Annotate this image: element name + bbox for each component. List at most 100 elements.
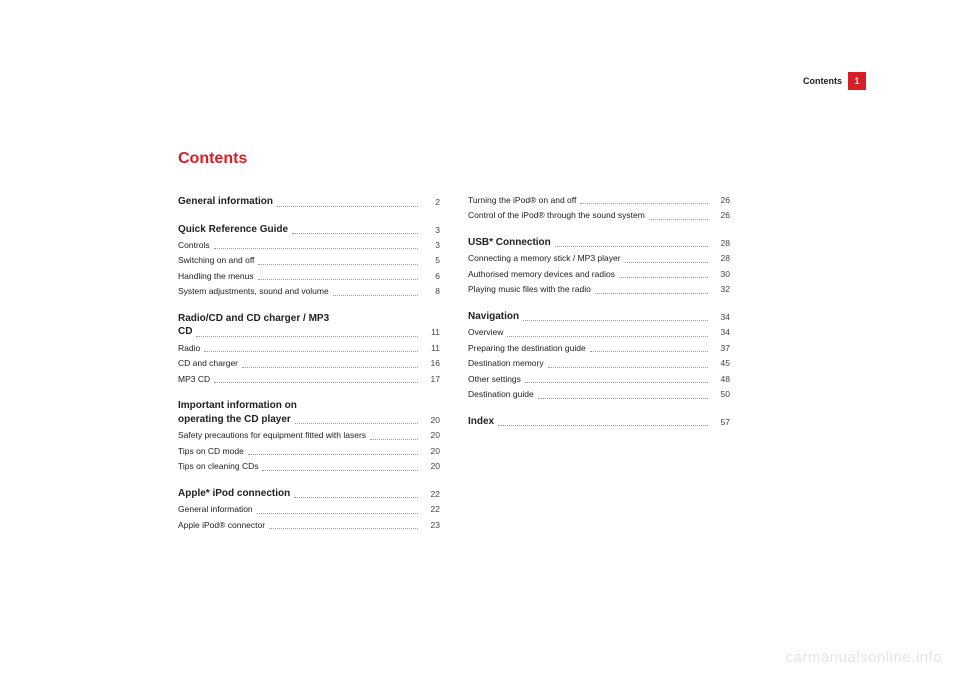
page-ref: 34 <box>712 312 730 323</box>
toc-item: Destination guide <box>468 389 534 400</box>
leader-dots <box>258 279 418 280</box>
page-ref: 28 <box>712 238 730 249</box>
page-ref: 26 <box>712 195 730 206</box>
toc-item: Connecting a memory stick / MP3 player <box>468 253 621 264</box>
toc-item: General information <box>178 504 253 515</box>
toc-item: Preparing the destination guide <box>468 343 586 354</box>
leader-dots <box>258 264 418 265</box>
page-ref: 20 <box>422 446 440 457</box>
page-ref: 22 <box>422 489 440 500</box>
section-head-line2: operating the CD player <box>178 413 291 427</box>
page-ref: 26 <box>712 210 730 221</box>
leader-dots <box>555 246 708 247</box>
leader-dots <box>590 351 708 352</box>
toc-column-1: General information 2 Quick Reference Gu… <box>178 195 440 545</box>
leader-dots <box>196 336 418 337</box>
toc-item: Handling the menus <box>178 271 254 282</box>
leader-dots <box>262 470 418 471</box>
page-ref: 48 <box>712 374 730 385</box>
leader-dots <box>595 293 708 294</box>
leader-dots <box>649 219 708 220</box>
page-ref: 57 <box>712 417 730 428</box>
leader-dots <box>292 233 418 234</box>
toc-item: Tips on cleaning CDs <box>178 461 258 472</box>
toc-section-ipod: Apple* iPod connection 22 General inform… <box>178 487 440 531</box>
toc-section-navigation: Navigation 34 Overview34 Preparing the d… <box>468 310 730 401</box>
leader-dots <box>294 497 418 498</box>
page-ref: 30 <box>712 269 730 280</box>
toc-item: Turning the iPod® on and off <box>468 195 576 206</box>
leader-dots <box>548 367 708 368</box>
page-ref: 37 <box>712 343 730 354</box>
toc-section-cdplayer: Important information on operating the C… <box>178 399 440 472</box>
page-ref: 20 <box>422 461 440 472</box>
leader-dots <box>269 528 418 529</box>
page-ref: 8 <box>422 286 440 297</box>
leader-dots <box>204 351 418 352</box>
leader-dots <box>214 248 418 249</box>
page-number-badge: 1 <box>848 72 866 90</box>
section-head: USB* Connection <box>468 236 551 250</box>
page: Contents 1 Contents General information … <box>0 0 960 678</box>
toc-section-general: General information 2 <box>178 195 440 209</box>
toc-item: Playing music files with the radio <box>468 284 591 295</box>
section-head-line1: Radio/CD and CD charger / MP3 <box>178 312 440 326</box>
toc-section-ipod-cont: Turning the iPod® on and off26 Control o… <box>468 195 730 222</box>
toc-item: Safety precautions for equipment fitted … <box>178 430 366 441</box>
toc-column-2: Turning the iPod® on and off26 Control o… <box>468 195 730 545</box>
page-ref: 20 <box>422 415 440 426</box>
page-ref: 11 <box>422 327 440 338</box>
toc-item: Authorised memory devices and radios <box>468 269 615 280</box>
leader-dots <box>523 320 708 321</box>
toc-item: MP3 CD <box>178 374 210 385</box>
header-section-label: Contents <box>803 76 848 86</box>
page-ref: 20 <box>422 430 440 441</box>
leader-dots <box>248 454 418 455</box>
leader-dots <box>257 513 418 514</box>
leader-dots <box>507 336 708 337</box>
page-ref: 3 <box>422 225 440 236</box>
page-ref: 5 <box>422 255 440 266</box>
page-ref: 34 <box>712 327 730 338</box>
toc-columns: General information 2 Quick Reference Gu… <box>178 195 730 545</box>
toc-item: Switching on and off <box>178 255 254 266</box>
leader-dots <box>295 423 418 424</box>
toc-item: Controls <box>178 240 210 251</box>
section-head: Index <box>468 415 494 429</box>
toc-section-radiocd: Radio/CD and CD charger / MP3 CD 11 Radi… <box>178 312 440 385</box>
toc-item: System adjustments, sound and volume <box>178 286 329 297</box>
page-ref: 22 <box>422 504 440 515</box>
page-ref: 2 <box>422 197 440 208</box>
watermark: carmanualsonline.info <box>786 649 942 666</box>
toc-section-usb: USB* Connection 28 Connecting a memory s… <box>468 236 730 296</box>
section-head: Apple* iPod connection <box>178 487 290 501</box>
toc-section-quickref: Quick Reference Guide 3 Controls3 Switch… <box>178 223 440 298</box>
page-ref: 23 <box>422 520 440 531</box>
toc-item: CD and charger <box>178 358 238 369</box>
section-head-line1: Important information on <box>178 399 440 413</box>
page-title: Contents <box>178 150 247 168</box>
toc-section-index: Index 57 <box>468 415 730 429</box>
page-header: Contents 1 <box>803 72 866 90</box>
leader-dots <box>580 203 708 204</box>
toc-item: Destination memory <box>468 358 544 369</box>
section-head-line2: CD <box>178 325 192 339</box>
page-ref: 11 <box>422 343 440 354</box>
page-ref: 32 <box>712 284 730 295</box>
page-ref: 50 <box>712 389 730 400</box>
leader-dots <box>619 277 708 278</box>
leader-dots <box>242 367 418 368</box>
page-ref: 28 <box>712 253 730 264</box>
leader-dots <box>538 398 708 399</box>
section-head: General information <box>178 195 273 209</box>
leader-dots <box>370 439 418 440</box>
leader-dots <box>333 295 418 296</box>
page-ref: 6 <box>422 271 440 282</box>
section-head: Quick Reference Guide <box>178 223 288 237</box>
toc-item: Radio <box>178 343 200 354</box>
page-ref: 17 <box>422 374 440 385</box>
leader-dots <box>498 425 708 426</box>
page-ref: 45 <box>712 358 730 369</box>
leader-dots <box>214 382 418 383</box>
toc-item: Apple iPod® connector <box>178 520 265 531</box>
